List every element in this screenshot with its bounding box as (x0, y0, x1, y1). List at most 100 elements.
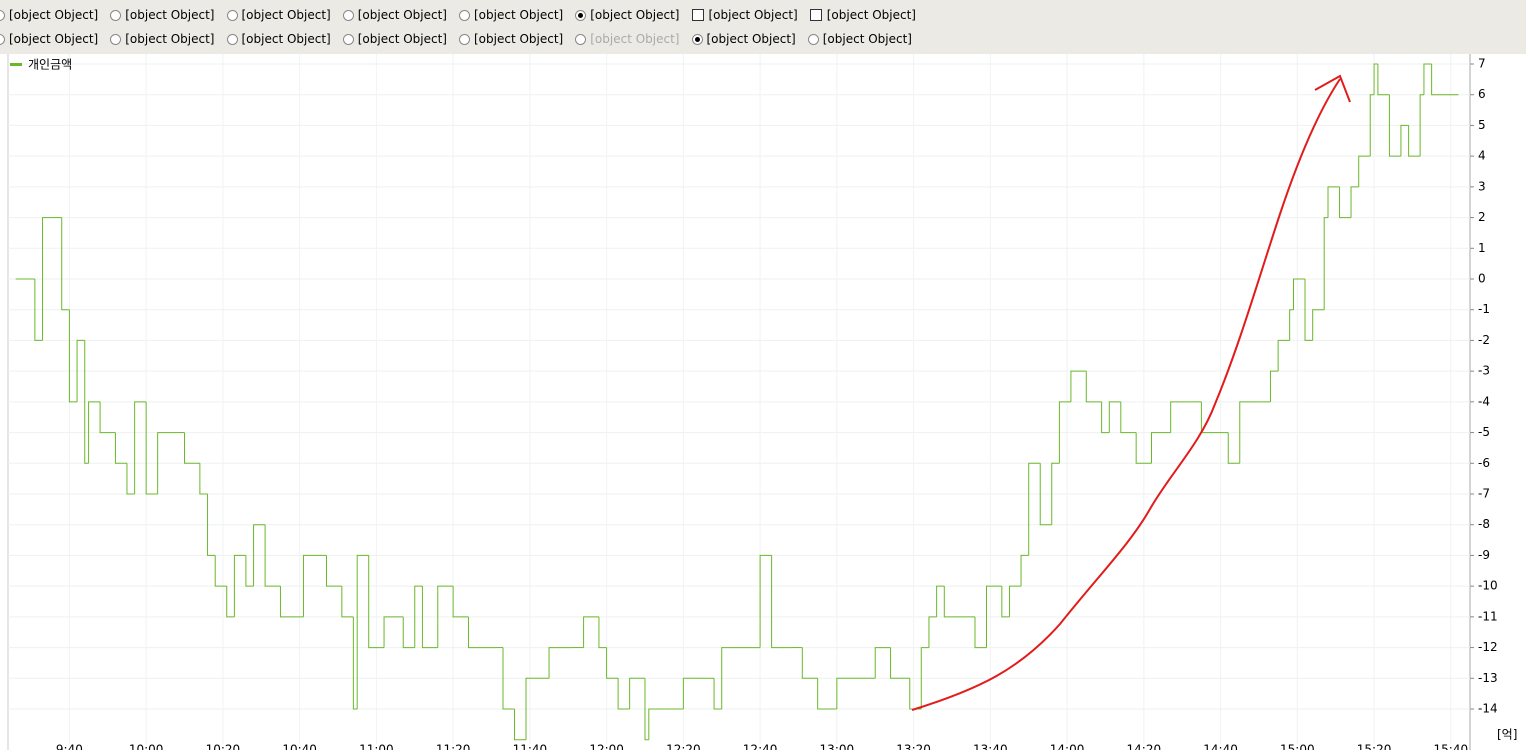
line-step (617, 678, 630, 710)
line-step (452, 586, 469, 618)
line-step (1423, 63, 1432, 95)
radio-option[interactable]: [object Object] (110, 8, 215, 22)
line-step (356, 554, 369, 709)
line-step (1108, 401, 1121, 433)
line-step (233, 554, 246, 617)
option-label: [object Object] (125, 8, 215, 22)
option-label: [object Object] (708, 8, 798, 22)
x-tick-label: 11:00 (359, 743, 394, 750)
line-step (1039, 463, 1052, 526)
line-step (437, 585, 454, 648)
x-tick-label: 9:40 (56, 743, 83, 750)
radio-option[interactable]: [object Object] (226, 32, 331, 46)
line-step (1001, 586, 1010, 618)
x-tick-label: 12:20 (666, 743, 701, 750)
line-step (606, 647, 619, 679)
line-step (801, 647, 818, 679)
line-step (974, 616, 987, 649)
legend-label: 개인금액 (28, 58, 72, 72)
checkbox-option[interactable]: [object Object] (809, 8, 916, 22)
radio (0, 9, 5, 21)
line-step (836, 677, 872, 709)
line-step (1170, 401, 1187, 433)
radio (575, 9, 587, 21)
y-tick-label: -4 (1478, 394, 1490, 408)
line-step (943, 586, 964, 618)
line-step (352, 616, 358, 710)
option-label: [object Object] (590, 8, 680, 22)
x-tick-label: 15:00 (1280, 743, 1315, 750)
line-step (1289, 309, 1294, 341)
x-tick-label: 13:00 (820, 743, 855, 750)
line-step (207, 494, 216, 556)
line-step (1373, 63, 1378, 95)
y-unit: [억] (1497, 728, 1517, 742)
radio (342, 33, 354, 45)
radio-option[interactable]: [object Object] (226, 8, 331, 22)
line-step (759, 554, 772, 648)
x-tick-label: 10:40 (282, 743, 317, 750)
radio (459, 33, 470, 45)
radio (110, 9, 122, 21)
y-tick-label: -2 (1478, 333, 1490, 347)
radio-option[interactable]: [object Object] (342, 32, 447, 46)
line-step (1058, 401, 1071, 464)
radio-option[interactable]: [object Object] (459, 32, 563, 46)
line-step (84, 340, 89, 464)
option-label: [object Object] (474, 8, 564, 22)
line-step (1400, 124, 1409, 157)
y-tick-label: 6 (1478, 87, 1486, 101)
y-tick-label: -7 (1478, 487, 1490, 501)
y-tick-label: -1 (1478, 302, 1490, 316)
line-step (114, 432, 127, 464)
line-step (1085, 371, 1102, 403)
line-step (145, 401, 158, 495)
market-row: [object Object] [object Object] [object Ob… (0, 4, 928, 26)
line-step (1020, 554, 1029, 587)
line-step (721, 647, 741, 709)
line-step (214, 555, 227, 587)
y-tick-label: 5 (1478, 118, 1486, 132)
line-step (341, 586, 354, 618)
radio-option[interactable]: [object Object] (342, 8, 447, 22)
radio (691, 33, 703, 45)
line-step (502, 647, 515, 710)
line-step (583, 616, 599, 648)
line-step (817, 678, 837, 710)
line-step (1227, 432, 1240, 464)
line-step (88, 401, 101, 464)
line-step (1051, 462, 1060, 525)
option-label: [object Object] (9, 8, 99, 22)
line-step (1358, 155, 1371, 187)
line-step (302, 554, 327, 617)
option-label: [object Object] (706, 32, 796, 46)
radio-option[interactable]: [object Object] (0, 32, 98, 46)
radio-option[interactable]: [object Object] (691, 32, 796, 46)
option-label: [object Object] (357, 32, 447, 46)
radio-option[interactable]: [object Object] (459, 8, 563, 22)
line-step (648, 708, 672, 740)
investor-row: [object Object] [object Object] [object Ob… (0, 28, 924, 50)
line-step (184, 432, 200, 464)
option-label: [object Object] (474, 32, 564, 46)
y-tick-label: 2 (1478, 210, 1486, 224)
radio-option[interactable]: [object Object] (110, 32, 215, 46)
line-step (1009, 585, 1022, 617)
line-step (76, 339, 85, 402)
checkbox-option[interactable]: [object Object] (691, 8, 798, 22)
radio (459, 9, 470, 21)
annotation-arrow (911, 74, 1351, 711)
radio-option[interactable]: [object Object] (807, 32, 912, 46)
check (691, 9, 704, 21)
toolbar: [object Object] [object Object] [object Ob… (0, 0, 1526, 55)
line-step (682, 677, 703, 709)
x-tick-label: 14:20 (1127, 743, 1162, 750)
line-step (402, 616, 415, 649)
radio-option[interactable]: [object Object] (0, 8, 98, 22)
line-step (629, 677, 645, 709)
line-step (920, 647, 929, 709)
radio-option[interactable]: [object Object] (575, 32, 680, 46)
line-step (1419, 94, 1424, 157)
radio-option[interactable]: [object Object] (575, 8, 680, 22)
line-step (1408, 125, 1421, 157)
